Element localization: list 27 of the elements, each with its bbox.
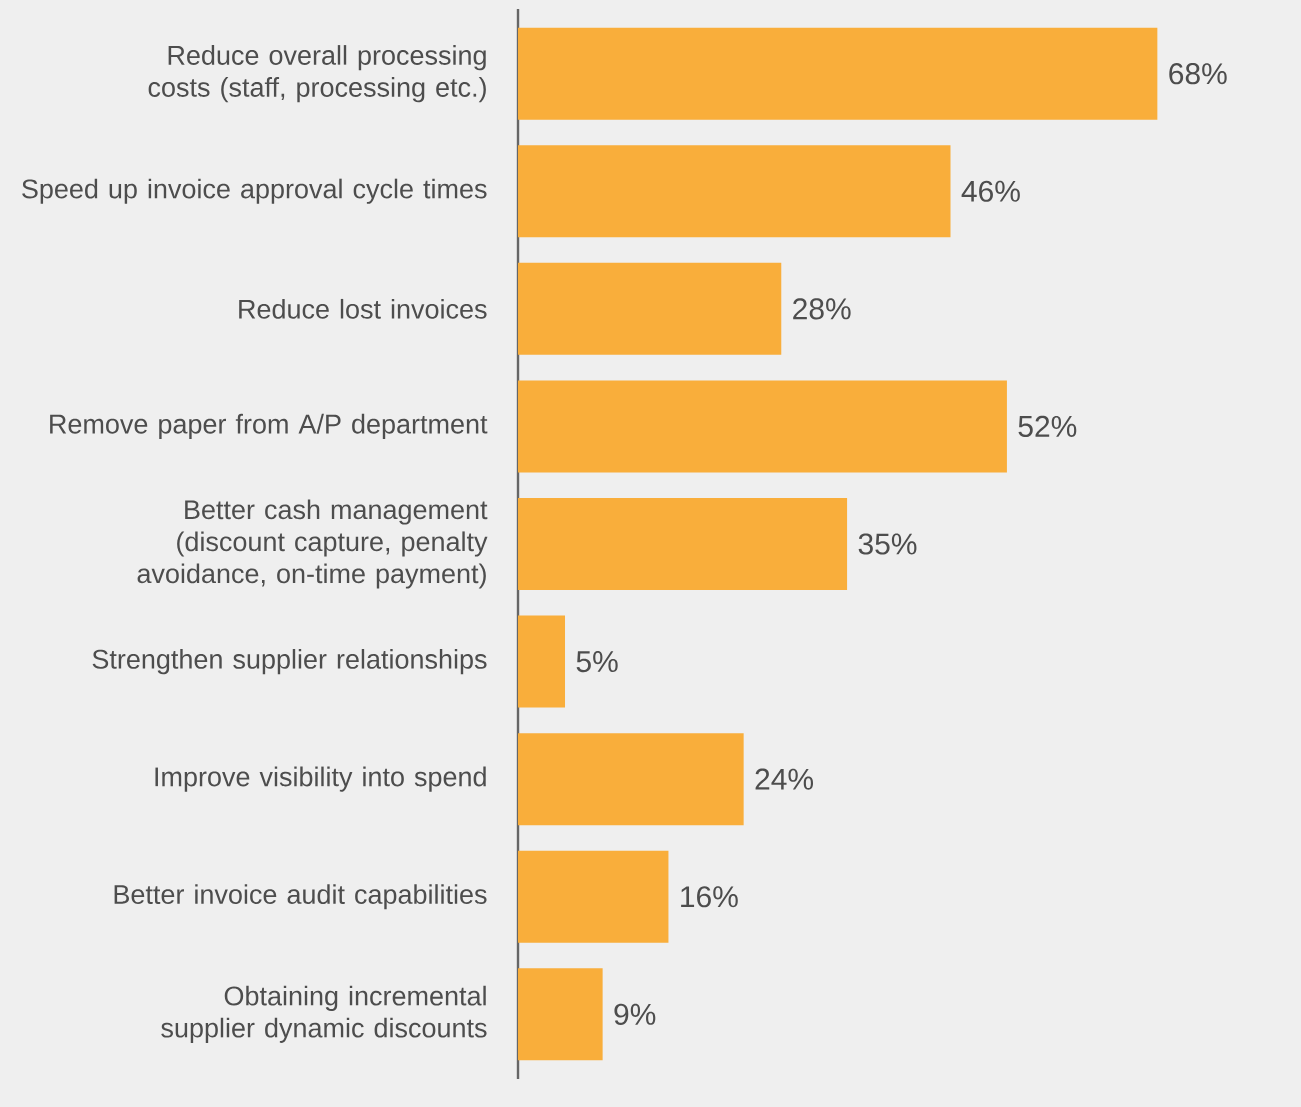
data-label: 24%: [755, 768, 814, 790]
y-tick-label: Strengthen supplier relationships: [92, 649, 487, 675]
y-tick-label: Speed up invoice approval cycle times: [22, 178, 487, 204]
data-label: 16%: [681, 886, 738, 908]
y-tick-label: Reduce overall processing costs (staff, processing etc.): [148, 45, 486, 103]
bar: [518, 615, 566, 708]
bar: [518, 145, 951, 238]
bar: [518, 968, 603, 1061]
y-tick-label: Obtaining incremental supplier dynamic discounts: [161, 985, 487, 1043]
bar: [518, 498, 848, 590]
bar: [518, 380, 1007, 473]
bar: [518, 262, 782, 355]
data-label: 9%: [614, 1003, 656, 1025]
bar: [518, 850, 669, 943]
data-label: 28%: [793, 298, 851, 320]
data-label: 52%: [1018, 415, 1077, 438]
data-label: 68%: [1169, 63, 1227, 85]
data-label: 35%: [858, 533, 917, 555]
y-tick-label: Better invoice audit capabilities: [114, 884, 487, 910]
bar: [518, 27, 1158, 120]
y-tick-label: Reduce lost invoices: [239, 298, 487, 319]
y-tick-label: Better cash management (discount capture, penalty avoidance, on-time payment): [137, 499, 488, 589]
bar: [518, 733, 744, 826]
data-label: 5%: [576, 651, 618, 673]
data-label: 46%: [961, 180, 1020, 202]
y-tick-label: Improve visibility into spend: [155, 766, 486, 792]
y-tick-label: Remove paper from A/P department: [50, 413, 488, 439]
